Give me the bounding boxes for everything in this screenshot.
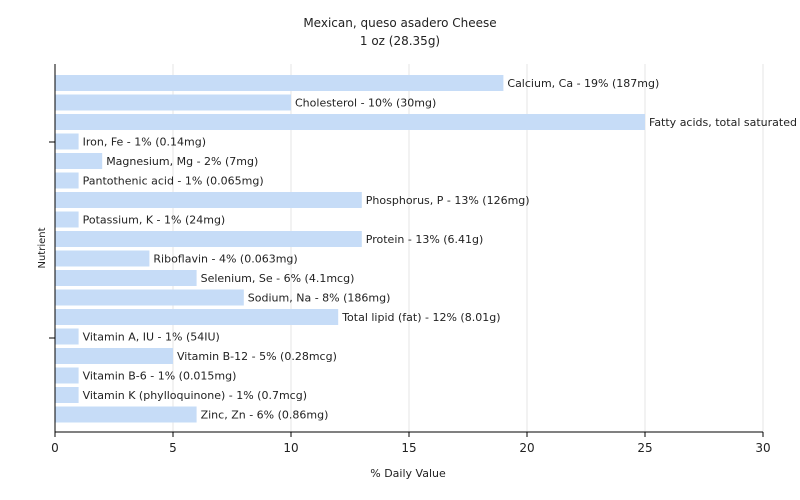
bar-label-12: Total lipid (fat) - 12% (8.01g) xyxy=(341,311,500,324)
bar-14 xyxy=(55,348,173,364)
bar-label-1: Cholesterol - 10% (30mg) xyxy=(295,97,436,110)
bar-4 xyxy=(55,153,103,169)
bars-group: Calcium, Ca - 19% (187mg) Cholesterol - 1… xyxy=(55,75,800,423)
x-tick-label-20: 20 xyxy=(519,441,534,455)
bar-8 xyxy=(55,231,362,247)
bar-0 xyxy=(55,75,504,91)
bar-5 xyxy=(55,172,79,189)
bar-2 xyxy=(55,114,645,130)
bar-11 xyxy=(55,289,244,306)
bar-label-14: Vitamin B-12 - 5% (0.28mcg) xyxy=(177,350,337,363)
bar-label-10: Selenium, Se - 6% (4.1mcg) xyxy=(201,272,355,285)
bar-1 xyxy=(55,94,291,111)
bar-17 xyxy=(55,406,197,423)
bar-label-9: Riboflavin - 4% (0.063mg) xyxy=(153,253,297,266)
chart-title: Mexican, queso asadero Cheese xyxy=(303,16,496,30)
x-axis-label: % Daily Value xyxy=(370,467,446,480)
bar-label-16: Vitamin K (phylloquinone) - 1% (0.7mcg) xyxy=(83,389,307,402)
bar-label-11: Sodium, Na - 8% (186mg) xyxy=(248,292,391,305)
bar-3 xyxy=(55,133,79,150)
bar-12 xyxy=(55,309,339,325)
bar-label-17: Zinc, Zn - 6% (0.86mg) xyxy=(201,409,329,422)
bar-label-8: Protein - 13% (6.41g) xyxy=(366,233,484,246)
bar-10 xyxy=(55,270,197,286)
bar-label-6: Phosphorus, P - 13% (126mg) xyxy=(366,194,530,207)
bar-label-15: Vitamin B-6 - 1% (0.015mg) xyxy=(83,370,237,383)
bar-15 xyxy=(55,367,79,384)
y-axis-label: Nutrient xyxy=(37,227,48,268)
bar-7 xyxy=(55,211,79,228)
x-tick-label-15: 15 xyxy=(401,441,416,455)
x-tick-label-0: 0 xyxy=(51,441,59,455)
x-tick-label-5: 5 xyxy=(169,441,177,455)
chart-subtitle: 1 oz (28.35g) xyxy=(360,34,440,48)
x-tick-label-30: 30 xyxy=(755,441,770,455)
x-tick-label-10: 10 xyxy=(283,441,298,455)
bar-label-0: Calcium, Ca - 19% (187mg) xyxy=(507,77,659,90)
bar-label-13: Vitamin A, IU - 1% (54IU) xyxy=(83,331,220,344)
bar-9 xyxy=(55,250,150,267)
bar-16 xyxy=(55,387,79,403)
x-axis-ticks: 0 5 10 15 20 25 30 xyxy=(51,432,771,455)
bar-13 xyxy=(55,328,79,345)
bar-label-7: Potassium, K - 1% (24mg) xyxy=(83,214,226,227)
bar-label-2: Fatty acids, total saturated - 25% (5.08… xyxy=(649,116,800,129)
bar-label-4: Magnesium, Mg - 2% (7mg) xyxy=(106,155,258,168)
bar-label-3: Iron, Fe - 1% (0.14mg) xyxy=(83,136,206,149)
bar-label-5: Pantothenic acid - 1% (0.065mg) xyxy=(83,175,264,188)
bar-6 xyxy=(55,192,362,208)
x-tick-label-25: 25 xyxy=(637,441,652,455)
